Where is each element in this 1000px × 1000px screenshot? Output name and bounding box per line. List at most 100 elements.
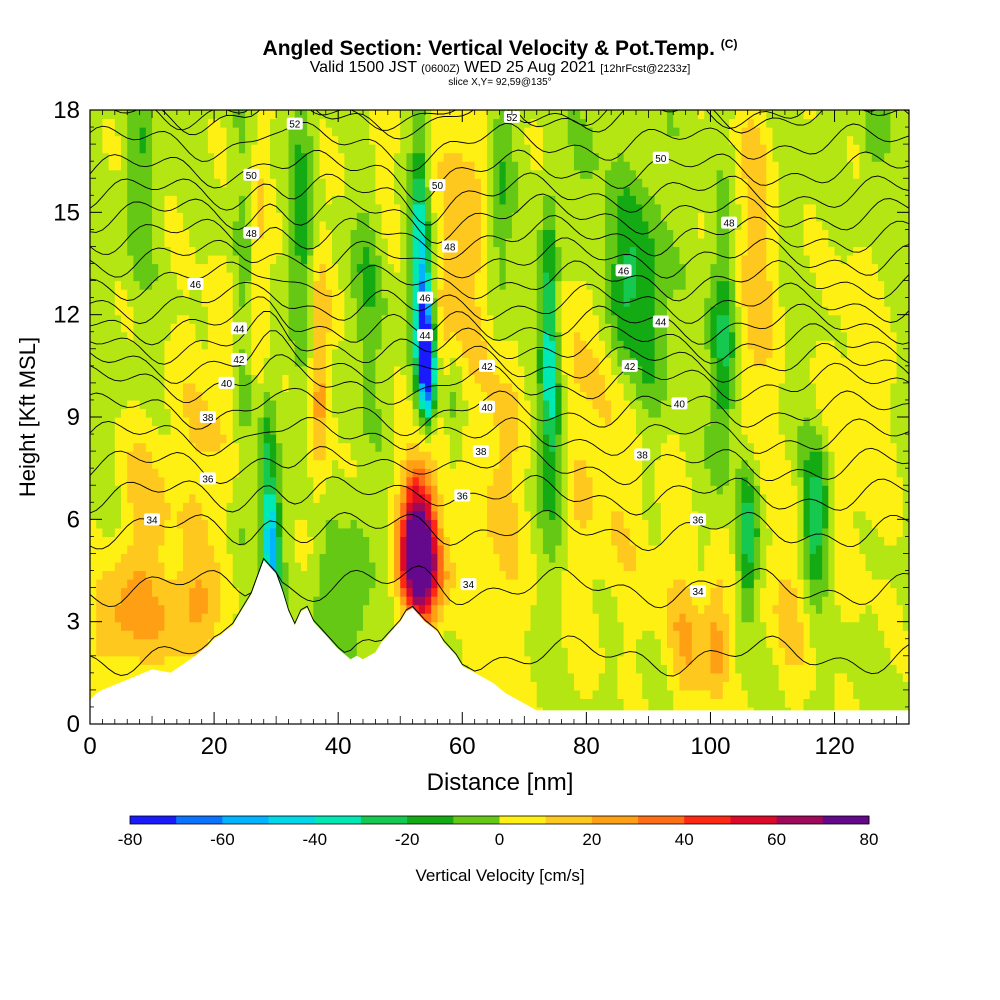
velocity-cell (437, 127, 445, 137)
velocity-cell (245, 186, 252, 196)
velocity-cell (102, 502, 110, 512)
velocity-cell (443, 638, 451, 648)
velocity-cell (189, 459, 197, 469)
velocity-cell (449, 485, 457, 495)
velocity-cell (307, 553, 314, 563)
velocity-cell (226, 212, 234, 222)
velocity-cell (394, 570, 401, 580)
velocity-cell (313, 272, 321, 282)
velocity-cell (431, 365, 439, 375)
velocity-cell (313, 544, 321, 555)
velocity-cell (90, 382, 97, 393)
velocity-cell (331, 289, 339, 299)
velocity-cell (474, 144, 482, 154)
velocity-cell (437, 553, 445, 563)
velocity-cell (269, 476, 277, 486)
velocity-cell (363, 604, 370, 614)
velocity-cell (307, 220, 314, 230)
velocity-cell (263, 220, 271, 230)
velocity-cell (363, 561, 370, 572)
velocity-cell (313, 220, 321, 230)
velocity-cell (437, 229, 445, 239)
velocity-cell (499, 425, 507, 435)
velocity-cell (282, 579, 290, 589)
velocity-cell (350, 519, 358, 529)
velocity-cell (288, 425, 296, 435)
velocity-cell (505, 613, 513, 623)
velocity-cell (96, 391, 103, 401)
velocity-cell (121, 229, 128, 239)
velocity-cell (487, 425, 494, 435)
velocity-cell (170, 570, 178, 580)
velocity-cell (245, 289, 252, 299)
velocity-cell (201, 263, 209, 273)
velocity-cell (331, 254, 339, 265)
velocity-cell (344, 553, 352, 563)
velocity-cell (226, 127, 234, 137)
velocity-cell (406, 306, 414, 316)
velocity-cell (214, 203, 221, 213)
velocity-cell (499, 502, 507, 512)
velocity-cell (462, 553, 470, 563)
velocity-cell (127, 451, 135, 461)
velocity-cell (505, 451, 513, 461)
velocity-cell (300, 144, 308, 154)
velocity-cell (214, 621, 221, 631)
velocity-cell (127, 297, 135, 307)
velocity-cell (369, 382, 376, 393)
velocity-cell (456, 272, 463, 282)
velocity-cell (375, 417, 383, 427)
velocity-cell (257, 229, 265, 239)
velocity-cell (152, 254, 159, 265)
velocity-cell (499, 118, 507, 128)
velocity-cell (468, 638, 476, 648)
velocity-cell (319, 161, 327, 171)
velocity-cell (226, 161, 234, 171)
velocity-cell (152, 237, 159, 248)
velocity-cell (127, 425, 135, 435)
velocity-cell (133, 630, 141, 640)
velocity-cell (375, 587, 383, 597)
velocity-cell (449, 536, 457, 546)
velocity-cell (307, 306, 314, 316)
velocity-cell (207, 442, 215, 452)
velocity-cell (511, 118, 519, 128)
velocity-cell (474, 596, 482, 606)
velocity-cell (493, 178, 501, 188)
velocity-cell (338, 425, 345, 435)
velocity-cell (189, 510, 197, 520)
velocity-cell (518, 604, 525, 614)
velocity-cell (425, 417, 432, 427)
velocity-cell (282, 459, 290, 469)
velocity-cell (133, 152, 141, 162)
velocity-cell (96, 502, 103, 512)
velocity-cell (127, 570, 135, 580)
velocity-cell (108, 476, 116, 486)
velocity-cell (356, 314, 364, 324)
velocity-cell (449, 195, 457, 205)
velocity-cell (400, 510, 408, 520)
velocity-cell (114, 263, 122, 273)
velocity-cell (387, 468, 395, 478)
velocity-cell (282, 408, 290, 418)
velocity-cell (443, 280, 451, 290)
velocity-cell (164, 306, 172, 316)
velocity-cell (505, 314, 513, 324)
velocity-cell (294, 212, 302, 222)
velocity-cell (201, 579, 209, 589)
velocity-cell (176, 382, 184, 393)
velocity-cell (183, 254, 190, 265)
velocity-cell (300, 365, 308, 375)
velocity-cell (263, 434, 271, 444)
velocity-cell (456, 579, 463, 589)
velocity-cell (325, 425, 333, 435)
velocity-cell (232, 314, 240, 324)
velocity-cell (505, 408, 513, 418)
velocity-cell (158, 553, 166, 563)
velocity-cell (468, 374, 476, 384)
velocity-cell (487, 613, 494, 623)
velocity-cell (195, 408, 203, 418)
velocity-cell (96, 357, 103, 367)
velocity-cell (220, 519, 228, 529)
velocity-cell (338, 314, 345, 324)
